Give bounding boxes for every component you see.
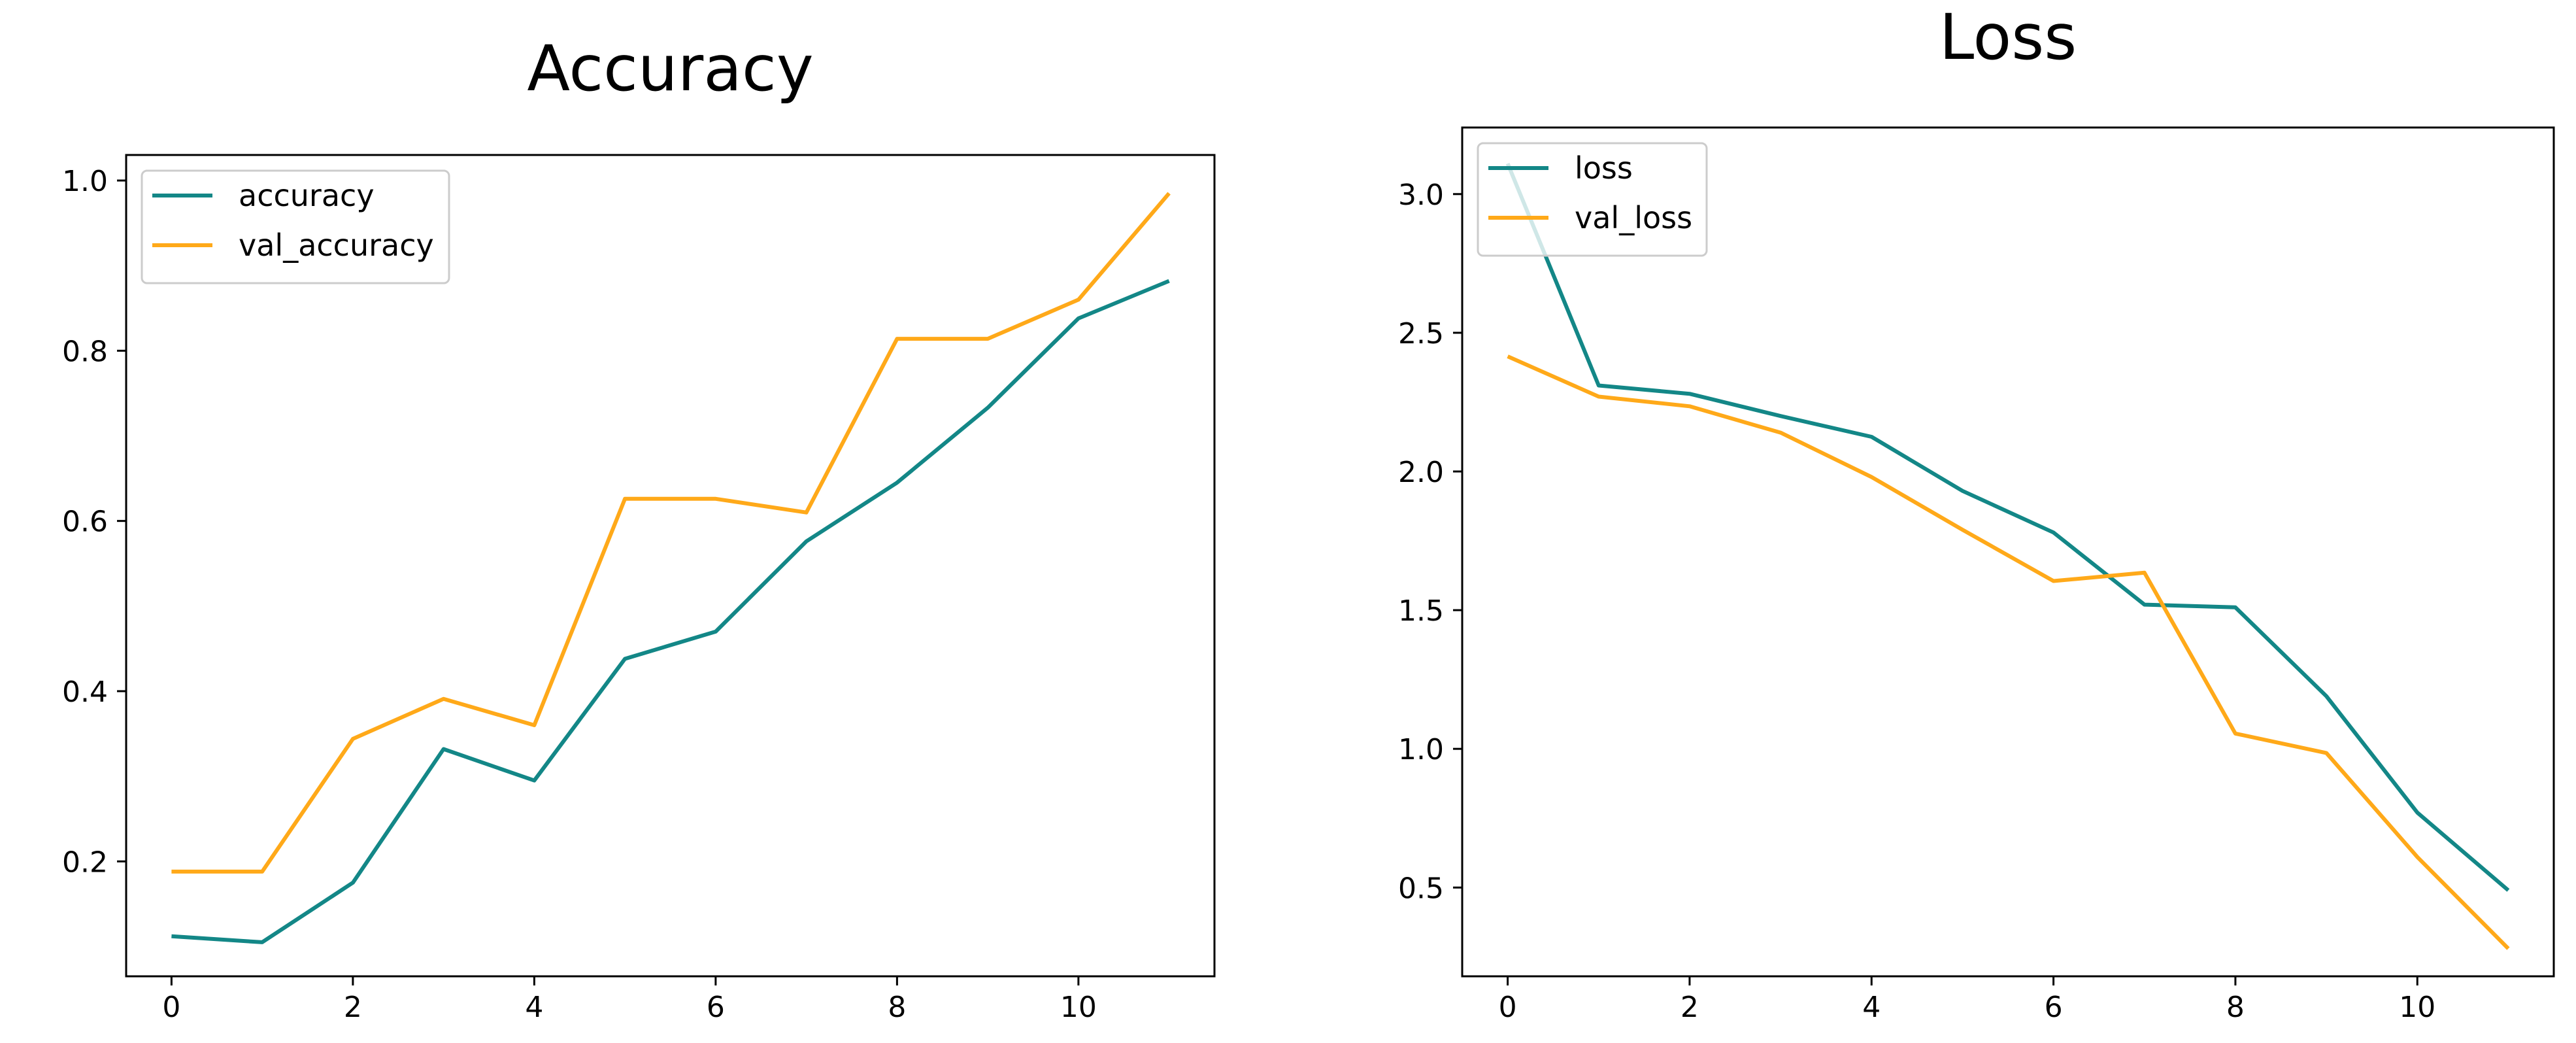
x-tick-label: 4: [1862, 991, 1881, 1024]
loss-axes-frame: [1461, 126, 2555, 978]
accuracy-title: Accuracy: [527, 32, 813, 105]
legend-label-accuracy: accuracy: [239, 178, 375, 213]
loss-x-axis: 0 2 4 6 8 10: [1499, 976, 2435, 1024]
y-tick-label: 2.5: [1398, 317, 1444, 351]
accuracy-x-axis: 0 2 4 6 8 10: [162, 976, 1097, 1024]
x-tick-label: 10: [2399, 991, 2435, 1024]
x-tick-label: 6: [707, 991, 725, 1024]
y-tick-label: 0.2: [62, 846, 108, 879]
y-tick-label: 1.0: [1398, 733, 1444, 766]
x-tick-label: 10: [1060, 991, 1097, 1024]
loss-legend: loss val_loss: [1477, 142, 1708, 257]
accuracy-y-axis: 0.2 0.4 0.6 0.8 1.0: [62, 165, 126, 879]
accuracy-legend: accuracy val_accuracy: [141, 169, 450, 284]
series-line-loss: [1505, 162, 2510, 892]
y-tick-label: 1.0: [62, 165, 108, 198]
accuracy-series-lines: [171, 192, 1171, 944]
y-tick-label: 0.5: [1398, 872, 1444, 905]
y-tick-label: 0.4: [62, 675, 108, 709]
y-tick-label: 0.6: [62, 505, 108, 539]
x-tick-label: 2: [1681, 991, 1699, 1024]
accuracy-axes-frame: [125, 154, 1216, 978]
legend-label-loss: loss: [1575, 150, 1633, 186]
legend-label-val-accuracy: val_accuracy: [239, 228, 434, 263]
series-line-val-accuracy: [171, 192, 1171, 874]
legend-label-val-loss: val_loss: [1575, 200, 1692, 235]
x-tick-label: 4: [525, 991, 543, 1024]
x-tick-label: 2: [344, 991, 362, 1024]
x-tick-label: 8: [2226, 991, 2245, 1024]
legend-box: [1477, 142, 1708, 257]
loss-series-lines: [1505, 162, 2510, 950]
loss-y-axis: 0.5 1.0 1.5 2.0 2.5 3.0: [1398, 179, 1462, 905]
x-tick-label: 8: [888, 991, 906, 1024]
x-tick-label: 0: [1499, 991, 1517, 1024]
legend-box: [141, 169, 450, 284]
series-line-accuracy: [171, 279, 1170, 944]
accuracy-chart: Accuracy 0 2 4 6 8 10 0.2 0.4 0.6 0.8 1.0 accuracy va…: [62, 32, 1216, 1024]
y-tick-label: 3.0: [1398, 179, 1444, 212]
x-tick-label: 0: [162, 991, 180, 1024]
loss-chart: Loss 0 2 4 6 8 10 0.5 1.0 1.5 2.0 2.5 3.0 loss val_los…: [1398, 1, 2555, 1024]
x-tick-label: 6: [2045, 991, 2063, 1024]
y-tick-label: 2.0: [1398, 456, 1444, 489]
y-tick-label: 1.5: [1398, 594, 1444, 628]
loss-title: Loss: [1939, 1, 2077, 74]
y-tick-label: 0.8: [62, 335, 108, 368]
series-line-val-loss: [1507, 354, 2510, 950]
